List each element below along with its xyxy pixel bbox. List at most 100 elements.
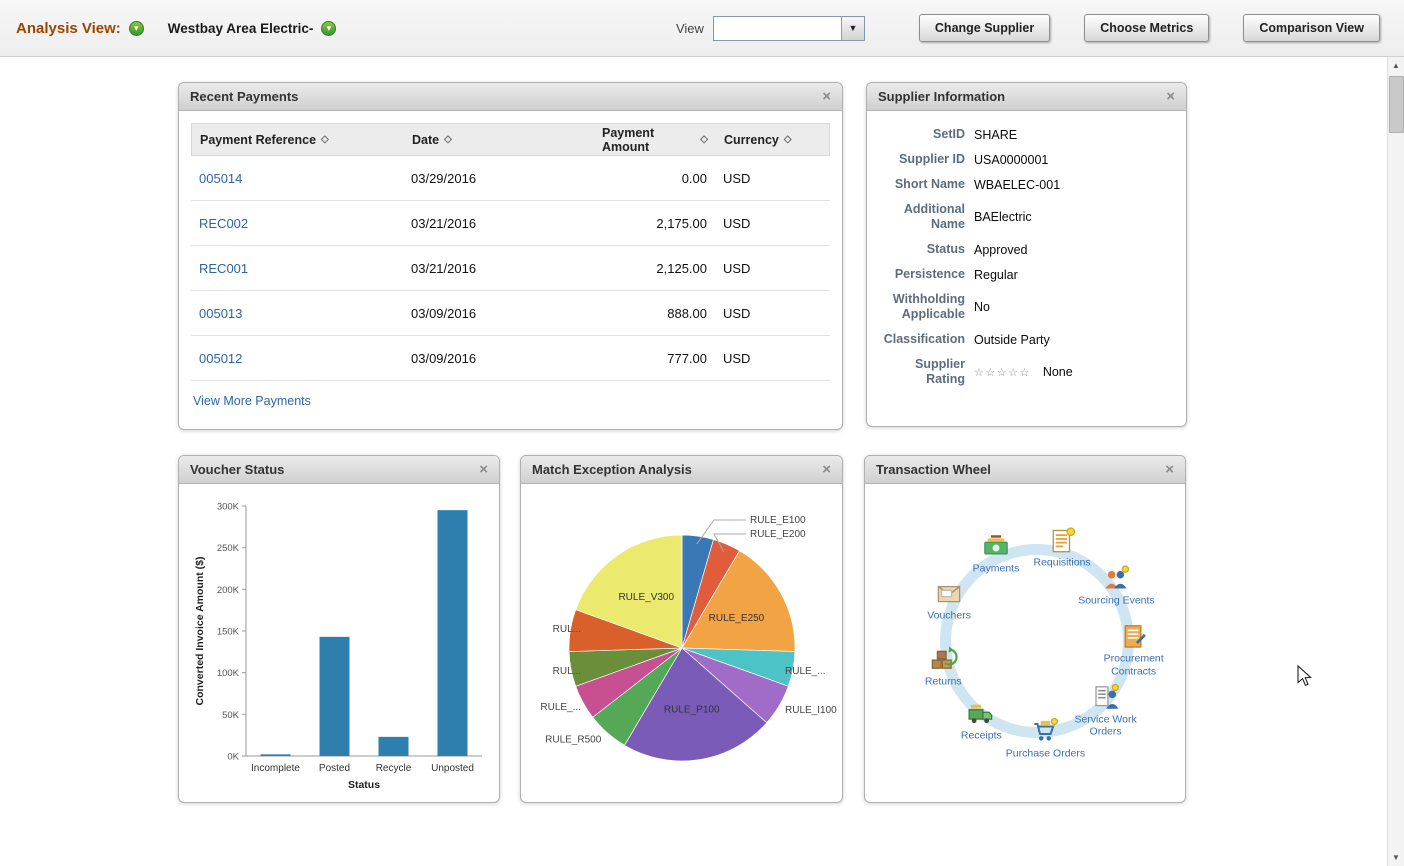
analysis-view-label: Analysis View: (16, 19, 121, 37)
vertical-scrollbar[interactable]: ▲ ▼ (1387, 57, 1404, 866)
wheel-item-receipts[interactable]: Receipts (937, 699, 1025, 742)
bar-recycle (378, 736, 409, 756)
wheel-item-procurement-contracts[interactable]: Procurement Contracts (1090, 622, 1178, 677)
voucher-status-panel: Voucher Status × 0K 50K 100K 150K 200K 250K 30… (178, 455, 500, 803)
svg-text:0K: 0K (227, 752, 239, 763)
match-exception-header: Match Exception Analysis × (521, 456, 842, 484)
svg-text:RULE_E250: RULE_E250 (709, 613, 765, 624)
match-exception-svg: RULE_E100 RULE_E200 RULE_E250 RULE_... RULE_… (540, 515, 837, 762)
payment-reference-link[interactable]: REC001 (199, 260, 249, 276)
sort-icon[interactable]: ◇ (444, 134, 452, 145)
supplier-info-row: Supplier ID USA0000001 (879, 152, 1174, 167)
bar-posted (319, 636, 350, 756)
wheel-item-payments[interactable]: Payments (952, 532, 1040, 575)
supplier-field-value: WBAELEC-001 (974, 177, 1061, 192)
recent-payments-close-icon[interactable]: × (822, 88, 831, 105)
supplier-dropdown-icon[interactable]: ▾ (321, 20, 337, 36)
payment-reference-link[interactable]: REC002 (199, 215, 249, 231)
vouchers-icon (934, 578, 964, 608)
table-row: 005013 03/09/2016 888.00 USD (191, 291, 830, 336)
voucher-status-title: Voucher Status (190, 462, 285, 477)
table-row: REC002 03/21/2016 2,175.00 USD (191, 201, 830, 246)
supplier-info-row: Classification Outside Party (879, 332, 1174, 347)
view-more-payments-link[interactable]: View More Payments (193, 394, 311, 408)
transaction-wheel-panel: Transaction Wheel × Payments Requisitions… (864, 455, 1186, 803)
payment-reference-link[interactable]: 005012 (199, 350, 243, 366)
scroll-up-icon[interactable]: ▲ (1392, 61, 1400, 70)
supplier-info-row: SetID SHARE (879, 127, 1174, 142)
svg-text:300K: 300K (217, 502, 240, 513)
voucher-status-close-icon[interactable]: × (479, 461, 488, 478)
supplier-field-value: BAElectric (974, 210, 1032, 224)
bar-unposted (437, 510, 468, 756)
payment-date: 03/21/2016 (411, 215, 477, 231)
scroll-down-icon[interactable]: ▼ (1392, 853, 1400, 862)
toolbar-buttons: Change Supplier Choose Metrics Compariso… (918, 14, 1380, 42)
svg-text:RULE_E200: RULE_E200 (750, 529, 806, 540)
supplier-info-list: SetID SHARE Supplier ID USA0000001 Short Nam… (879, 123, 1174, 387)
svg-text:RULE_...: RULE_... (785, 666, 826, 677)
scrollbar-thumb[interactable] (1389, 76, 1404, 133)
payment-reference-link[interactable]: 005014 (199, 170, 243, 186)
procurement-contracts-icon (1119, 622, 1149, 652)
wheel-item-label: Purchase Orders (1005, 747, 1086, 760)
column-header-label: Payment Reference (200, 132, 317, 147)
sort-icon[interactable]: ◇ (783, 134, 792, 145)
sort-icon[interactable]: ◇ (700, 134, 708, 145)
voucher-status-header: Voucher Status × (179, 456, 499, 484)
rating-value: None (1042, 365, 1073, 379)
payment-date: 03/21/2016 (411, 260, 477, 276)
wheel-item-purchase-orders[interactable]: Purchase Orders (1001, 716, 1089, 759)
payment-reference-cell: 005014 (191, 171, 403, 186)
receipts-icon (966, 699, 996, 729)
transaction-wheel-header: Transaction Wheel × (865, 456, 1185, 484)
pie-slice-rule-e250 (681, 550, 796, 652)
wheel-item-sourcing-events[interactable]: Sourcing Events (1072, 564, 1160, 607)
sort-icon[interactable]: ◇ (321, 134, 329, 145)
payment-reference-link[interactable]: 005013 (199, 305, 243, 321)
supplier-field-value: Regular (974, 267, 1018, 282)
supplier-field-label: Supplier Rating (914, 357, 965, 386)
payment-currency: USD (723, 305, 751, 321)
wheel-item-vouchers[interactable]: Vouchers (905, 578, 993, 621)
svg-text:RULE_P100: RULE_P100 (664, 704, 720, 715)
supplier-information-title: Supplier Information (878, 89, 1006, 104)
choose-metrics-button[interactable]: Choose Metrics (1084, 14, 1210, 42)
wheel-item-returns[interactable]: Returns (899, 645, 987, 688)
wheel-item-service-work-orders[interactable]: Service Work Orders (1062, 682, 1150, 737)
payment-amount: 777.00 (667, 350, 707, 366)
view-select-dropdown-icon[interactable]: ▼ (840, 16, 864, 40)
transaction-wheel-close-icon[interactable]: × (1165, 461, 1174, 478)
view-select[interactable]: ▼ (712, 15, 865, 41)
returns-icon (928, 645, 958, 675)
supplier-field-value: SHARE (974, 127, 1018, 142)
column-header-currency: Currency ◇ (712, 133, 829, 147)
svg-text:RULE_R500: RULE_R500 (545, 735, 602, 746)
wheel-item-label: Sourcing Events (1078, 594, 1155, 607)
analysis-view-dropdown-icon[interactable]: ▾ (128, 20, 144, 36)
comparison-view-button[interactable]: Comparison View (1243, 14, 1380, 42)
wheel-item-requisitions[interactable]: Requisitions (1018, 526, 1106, 569)
supplier-field-value: USA0000001 (974, 152, 1049, 167)
payment-currency: USD (723, 215, 751, 231)
bar-incomplete (260, 754, 291, 756)
recent-payments-panel: Recent Payments × Payment Reference ◇ Date… (178, 82, 843, 430)
column-header-date: Date ◇ (404, 133, 594, 147)
payments-table-header: Payment Reference ◇ Date ◇ Payment Amount ◇ Cu… (191, 123, 830, 156)
supplier-field-label: Short Name (894, 177, 965, 191)
supplier-information-close-icon[interactable]: × (1166, 88, 1175, 105)
supplier-field-label: Supplier ID (899, 152, 965, 166)
supplier-field-value: Outside Party (974, 332, 1050, 347)
voucher-status-chart: 0K 50K 100K 150K 200K 250K 300K Incomplete Poste… (191, 496, 487, 791)
match-exception-close-icon[interactable]: × (822, 461, 831, 478)
wheel-item-label: Vouchers (927, 609, 971, 622)
change-supplier-button[interactable]: Change Supplier (918, 14, 1051, 42)
transaction-wheel: Payments Requisitions Sourcing Events Procu… (877, 496, 1173, 790)
svg-text:RUL...: RUL... (553, 666, 581, 677)
service-work-orders-icon (1091, 682, 1121, 712)
supplier-info-row: Withholding Applicable No (879, 292, 1174, 322)
supplier-information-header: Supplier Information × (867, 83, 1186, 111)
supplier-info-row: Supplier Rating ☆☆☆☆☆ None (879, 357, 1174, 387)
table-row: REC001 03/21/2016 2,125.00 USD (191, 246, 830, 291)
payment-reference-cell: 005012 (191, 351, 403, 366)
